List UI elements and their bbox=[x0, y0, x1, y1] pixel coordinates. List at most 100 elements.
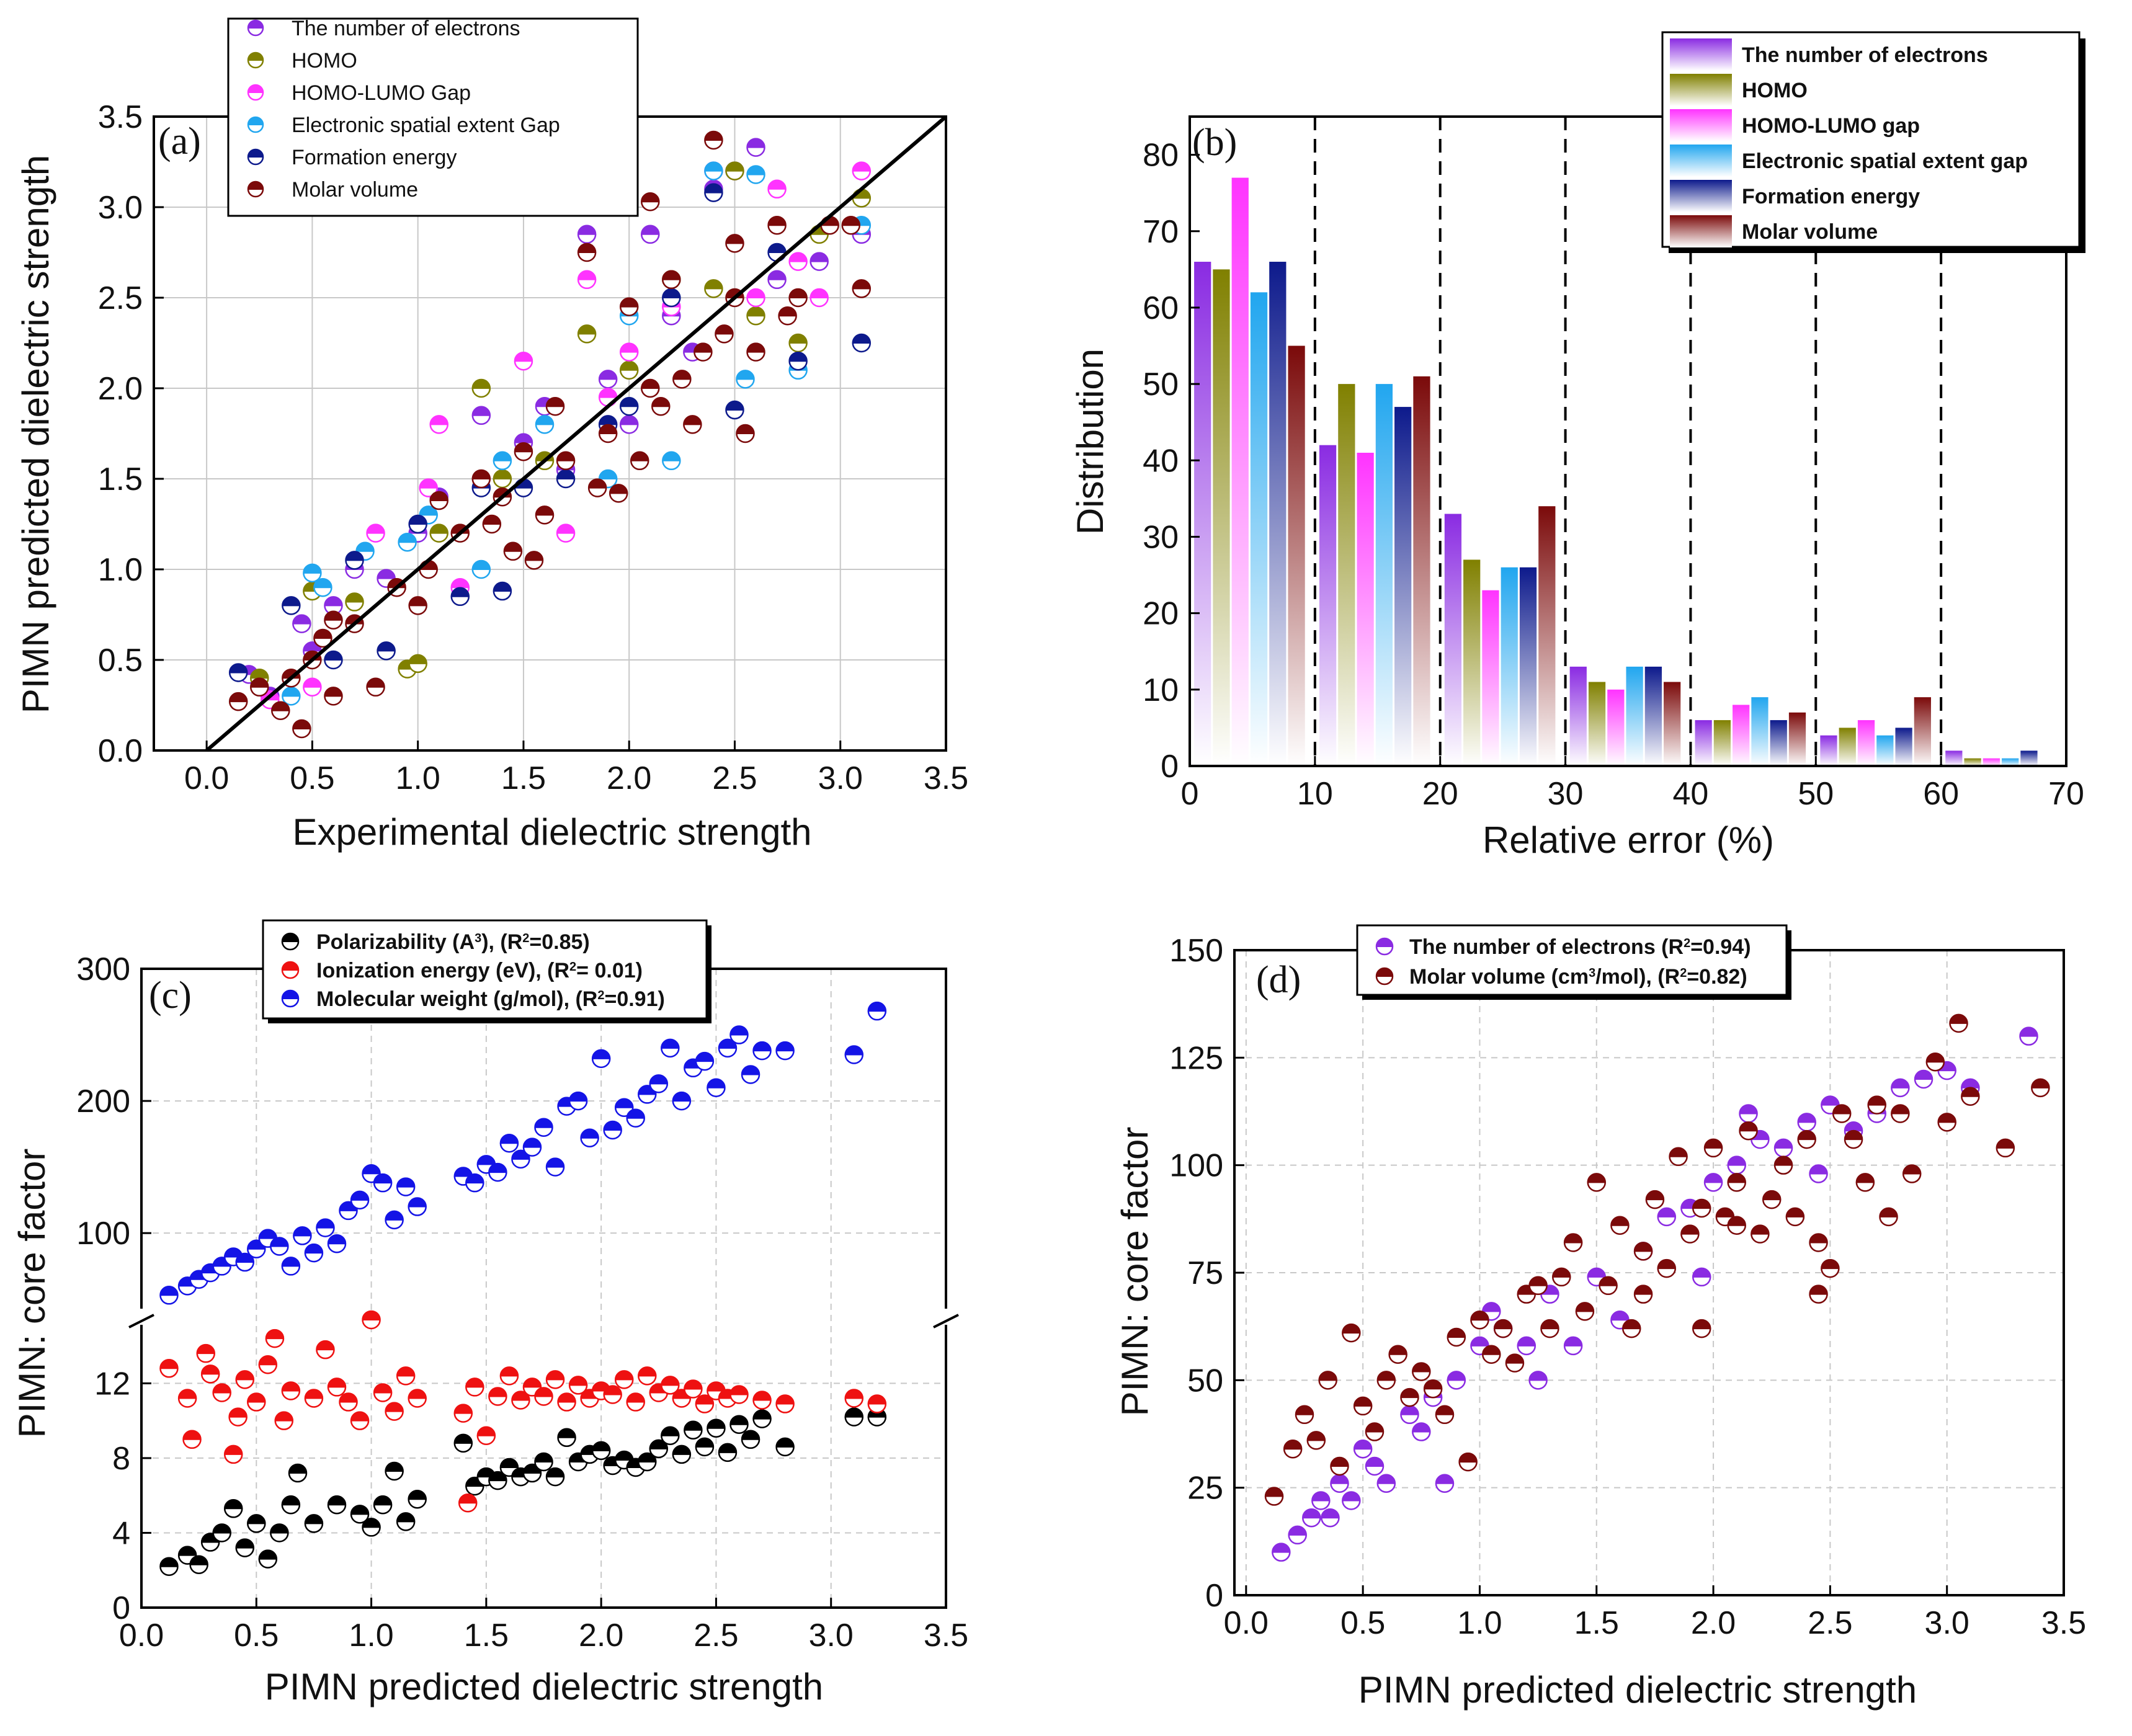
a-point-molar bbox=[556, 451, 576, 471]
c-point-mw bbox=[741, 1065, 760, 1084]
a-point-molar bbox=[641, 192, 660, 211]
b-legend-entry: The number of electrons bbox=[1742, 43, 1988, 67]
d-point-molar bbox=[1306, 1431, 1326, 1450]
panel-a-legend-box bbox=[227, 17, 639, 217]
c-point-polar bbox=[591, 1441, 611, 1461]
c-point-polar bbox=[684, 1420, 703, 1440]
a-point-gap bbox=[788, 252, 808, 271]
d-point-molar-fill bbox=[1318, 1371, 1337, 1381]
a-point-spatial-fill bbox=[398, 533, 417, 543]
c-legend-entry: Polarizability (A3), (R2=0.85) bbox=[316, 930, 590, 954]
b-bar-spatial bbox=[1626, 666, 1643, 766]
b-bar-electrons bbox=[1820, 735, 1837, 766]
d-point-molar bbox=[1552, 1267, 1571, 1287]
c-legend-sup: 2 bbox=[569, 960, 576, 974]
d-point-electrons-fill bbox=[1564, 1336, 1583, 1347]
c-xtick-label: 2.5 bbox=[694, 1618, 738, 1654]
a-point-homo bbox=[345, 592, 364, 612]
c-point-mw-fill bbox=[316, 1218, 335, 1229]
d-point-electrons bbox=[1342, 1491, 1361, 1510]
d-point-electrons bbox=[1692, 1267, 1711, 1287]
d-point-molar bbox=[1773, 1155, 1793, 1175]
b-legend-swatch bbox=[1670, 180, 1732, 212]
d-point-molar bbox=[1703, 1138, 1723, 1158]
b-bar-formation bbox=[2020, 750, 2038, 766]
d-point-molar-fill bbox=[1727, 1216, 1746, 1226]
a-point-molar-fill bbox=[852, 279, 871, 290]
d-point-molar-fill bbox=[2031, 1078, 2050, 1088]
c-point-ion-fill bbox=[159, 1359, 179, 1369]
b-bar-homo bbox=[1338, 384, 1355, 766]
b-bar-gap bbox=[1857, 720, 1875, 766]
d-point-molar bbox=[1809, 1284, 1828, 1304]
c-point-ion-fill bbox=[638, 1366, 657, 1377]
c-point-mw-fill bbox=[258, 1229, 277, 1239]
b-bar-gap bbox=[1607, 689, 1625, 766]
d-point-molar-fill bbox=[1388, 1345, 1407, 1355]
a-point-homo-fill bbox=[408, 654, 427, 664]
c-point-mw bbox=[465, 1173, 484, 1193]
a-legend-marker-fill bbox=[247, 117, 264, 125]
b-bar-spatial bbox=[2002, 758, 2019, 766]
c-point-polar-fill bbox=[775, 1437, 795, 1448]
panel-b-ticks: 0 10 20 30 40 50 60 70 0 10 20 30 40 50 60 70 80 bbox=[1143, 138, 2084, 812]
a-point-formation bbox=[228, 663, 248, 682]
d-point-electrons bbox=[1773, 1138, 1793, 1158]
b-legend-swatch bbox=[1670, 145, 1732, 177]
c-point-ion-fill bbox=[274, 1411, 293, 1422]
a-ytick-label: 0.0 bbox=[98, 733, 143, 769]
a-point-spatial-fill bbox=[471, 560, 491, 570]
a-xtick-label: 2.5 bbox=[712, 760, 757, 796]
d-point-electrons-fill bbox=[1321, 1508, 1340, 1519]
d-point-molar bbox=[1669, 1147, 1688, 1167]
a-point-molar bbox=[662, 270, 681, 290]
a-point-molar-fill bbox=[471, 470, 491, 479]
d-point-molar-fill bbox=[1704, 1139, 1723, 1149]
d-point-electrons-fill bbox=[1400, 1405, 1419, 1415]
b-bar-electrons bbox=[1695, 720, 1712, 766]
c-point-polar-fill bbox=[695, 1437, 714, 1448]
b-xtick-label: 30 bbox=[1548, 776, 1584, 812]
c-point-polar bbox=[159, 1557, 179, 1576]
c-point-ion bbox=[511, 1391, 530, 1410]
d-point-electrons-fill bbox=[1272, 1542, 1291, 1553]
c-point-ion-fill bbox=[522, 1378, 542, 1388]
a-point-molar bbox=[598, 424, 618, 443]
d-point-electrons bbox=[1288, 1525, 1307, 1545]
c-point-ion bbox=[196, 1343, 216, 1363]
c-point-mw bbox=[304, 1243, 324, 1263]
c-point-ion bbox=[458, 1493, 478, 1513]
c-point-mw-fill bbox=[775, 1041, 795, 1052]
d-point-molar bbox=[1657, 1258, 1676, 1278]
a-point-formation-fill bbox=[229, 663, 248, 674]
b-bar-formation bbox=[1895, 728, 1912, 766]
a-legend-marker bbox=[247, 180, 264, 198]
c-point-polar bbox=[718, 1443, 738, 1462]
a-point-electrons bbox=[577, 225, 597, 244]
d-point-molar bbox=[1692, 1198, 1711, 1218]
axis-break-mark-left bbox=[128, 1314, 154, 1329]
d-point-molar bbox=[1891, 1104, 1910, 1123]
a-point-molar-fill bbox=[313, 629, 332, 639]
panel-c-xlabel: PIMN predicted dielectric strength bbox=[265, 1666, 823, 1707]
c-point-mw-fill bbox=[304, 1244, 323, 1254]
a-point-formation-fill bbox=[556, 470, 576, 479]
c-point-polar-fill bbox=[752, 1409, 772, 1420]
a-point-spatial bbox=[313, 577, 332, 597]
c-point-polar bbox=[223, 1499, 243, 1518]
d-point-molar-fill bbox=[1891, 1104, 1910, 1115]
a-point-gap bbox=[598, 388, 618, 407]
a-point-electrons-fill bbox=[578, 225, 597, 235]
d-point-molar bbox=[1622, 1319, 1641, 1338]
b-bar-gap bbox=[1357, 452, 1374, 766]
a-point-molar-fill bbox=[715, 324, 734, 335]
d-point-molar bbox=[1264, 1487, 1284, 1506]
d-point-molar-fill bbox=[1610, 1216, 1630, 1226]
c-point-ion-fill bbox=[458, 1493, 478, 1504]
a-point-spatial bbox=[398, 532, 417, 552]
d-legend-entry: Molar volume (cm3/mol), (R2=0.82) bbox=[1409, 965, 1747, 989]
c-ytick-label: 300 bbox=[76, 951, 130, 987]
a-point-molar bbox=[535, 505, 555, 525]
b-ytick-label: 40 bbox=[1143, 443, 1179, 479]
a-point-electrons-fill bbox=[471, 406, 491, 416]
